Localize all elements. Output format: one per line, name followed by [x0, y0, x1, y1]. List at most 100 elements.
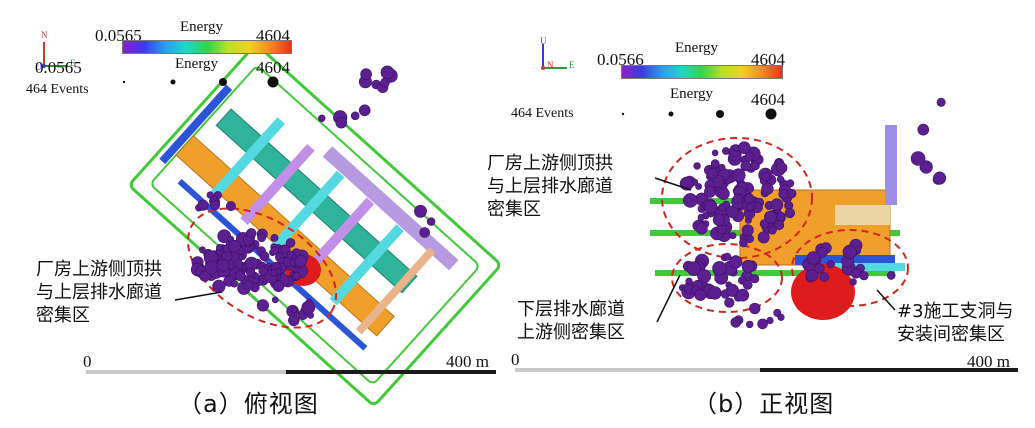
event-marker — [703, 185, 716, 198]
cross-tunnel — [835, 263, 905, 271]
annotation-line: 上游侧密集区 — [517, 322, 625, 343]
event-marker — [766, 316, 774, 325]
event-marker — [761, 171, 771, 181]
top-view-graphics — [42, 42, 501, 406]
event-marker — [770, 198, 784, 211]
event-marker — [350, 111, 360, 121]
event-marker — [917, 123, 930, 136]
event-marker — [936, 97, 946, 107]
event-marker — [683, 193, 698, 208]
event-marker — [360, 68, 372, 80]
dense-region-outline — [186, 207, 338, 329]
event-marker — [757, 318, 768, 330]
scale-start: 0 — [83, 352, 92, 371]
event-marker — [712, 213, 726, 227]
event-marker — [740, 160, 752, 172]
event-marker — [301, 300, 316, 315]
axis-north-label: N — [547, 60, 554, 70]
event-marker — [817, 247, 828, 258]
event-marker — [775, 162, 788, 174]
event-marker — [259, 251, 270, 262]
event-marker — [744, 151, 755, 162]
event-marker — [886, 271, 896, 280]
event-marker — [819, 272, 829, 282]
event-marker — [270, 269, 278, 277]
event-marker — [694, 289, 707, 301]
energy-colorbar — [621, 65, 783, 79]
event-marker — [270, 246, 280, 255]
event-marker — [198, 246, 206, 254]
energy-size-title: Energy — [175, 56, 219, 72]
event-marker — [851, 268, 862, 279]
event-marker — [736, 288, 750, 302]
event-marker — [814, 263, 825, 274]
cavern-block — [835, 205, 890, 225]
event-marker — [294, 254, 307, 268]
event-marker — [234, 270, 246, 282]
event-marker — [270, 233, 279, 242]
event-marker — [729, 255, 743, 269]
event-marker — [776, 175, 785, 184]
event-marker — [750, 274, 760, 284]
event-marker — [318, 114, 326, 123]
scale-bar-light — [86, 370, 286, 374]
event-marker — [419, 227, 431, 238]
event-marker — [726, 205, 739, 218]
event-marker — [718, 163, 726, 172]
event-marker — [711, 149, 719, 157]
axis-triad-icon — [42, 42, 68, 68]
annotation-arrow — [656, 274, 681, 323]
axis-up-label: U — [540, 36, 547, 46]
event-marker — [706, 168, 719, 180]
event-marker — [358, 104, 371, 117]
event-marker — [741, 224, 754, 237]
event-marker — [712, 261, 727, 276]
max-size-label: 4604 — [256, 58, 290, 77]
event-marker — [380, 77, 390, 88]
annotation-line: 与上层排水廊道 — [36, 282, 162, 303]
annotation-line: 厂房上游侧顶拱 — [487, 153, 613, 174]
axis-north-label: N — [41, 30, 48, 40]
event-count: 464 Events — [26, 82, 89, 97]
event-marker — [751, 161, 760, 171]
scale-end: 400 m — [967, 352, 1010, 371]
event-marker — [230, 280, 238, 288]
caption-top-view: （a）俯视图 — [178, 390, 319, 418]
dense-region-lower — [671, 243, 783, 313]
event-marker — [761, 182, 774, 196]
tunnel-level-3 — [655, 270, 895, 276]
event-marker — [216, 244, 224, 252]
event-marker — [767, 225, 777, 235]
event-marker — [784, 207, 795, 219]
annotation-lower-drainage: 下层排水廊道 上游侧密集区 — [517, 298, 625, 344]
panel-top-view: N E U 0.0565 Energy 4604 0.0565 Energy 4… — [0, 0, 505, 428]
axis-east-label: E — [70, 58, 76, 68]
max-energy-label: 4604 — [751, 50, 785, 69]
event-marker — [721, 147, 730, 155]
event-marker — [243, 280, 254, 291]
min-size-label: 0.0565 — [35, 58, 82, 77]
event-marker — [806, 251, 820, 265]
event-marker — [746, 320, 754, 329]
event-marker — [777, 313, 785, 321]
event-marker — [426, 217, 436, 226]
event-cluster — [190, 65, 436, 327]
event-marker — [697, 269, 712, 284]
axis-up-label: U — [35, 62, 42, 72]
event-marker — [738, 238, 748, 248]
scale-bar-dark — [760, 368, 1018, 372]
scale-start: 0 — [511, 350, 520, 369]
event-marker — [697, 213, 705, 221]
event-marker — [842, 244, 857, 259]
event-marker — [717, 203, 726, 212]
annotation-line: #3施工支洞与 — [897, 301, 1014, 322]
event-marker — [693, 162, 701, 170]
event-count: 464 Events — [511, 106, 574, 121]
annotation-arrow — [654, 177, 692, 191]
energy-title: Energy — [180, 19, 224, 35]
dense-region-arch — [661, 137, 813, 259]
energy-size-title: Energy — [670, 86, 714, 102]
event-marker — [744, 193, 755, 204]
annotation-dense-arch: 厂房上游侧顶拱 与上层排水廊道 密集区 — [487, 152, 613, 221]
event-marker — [738, 141, 751, 154]
